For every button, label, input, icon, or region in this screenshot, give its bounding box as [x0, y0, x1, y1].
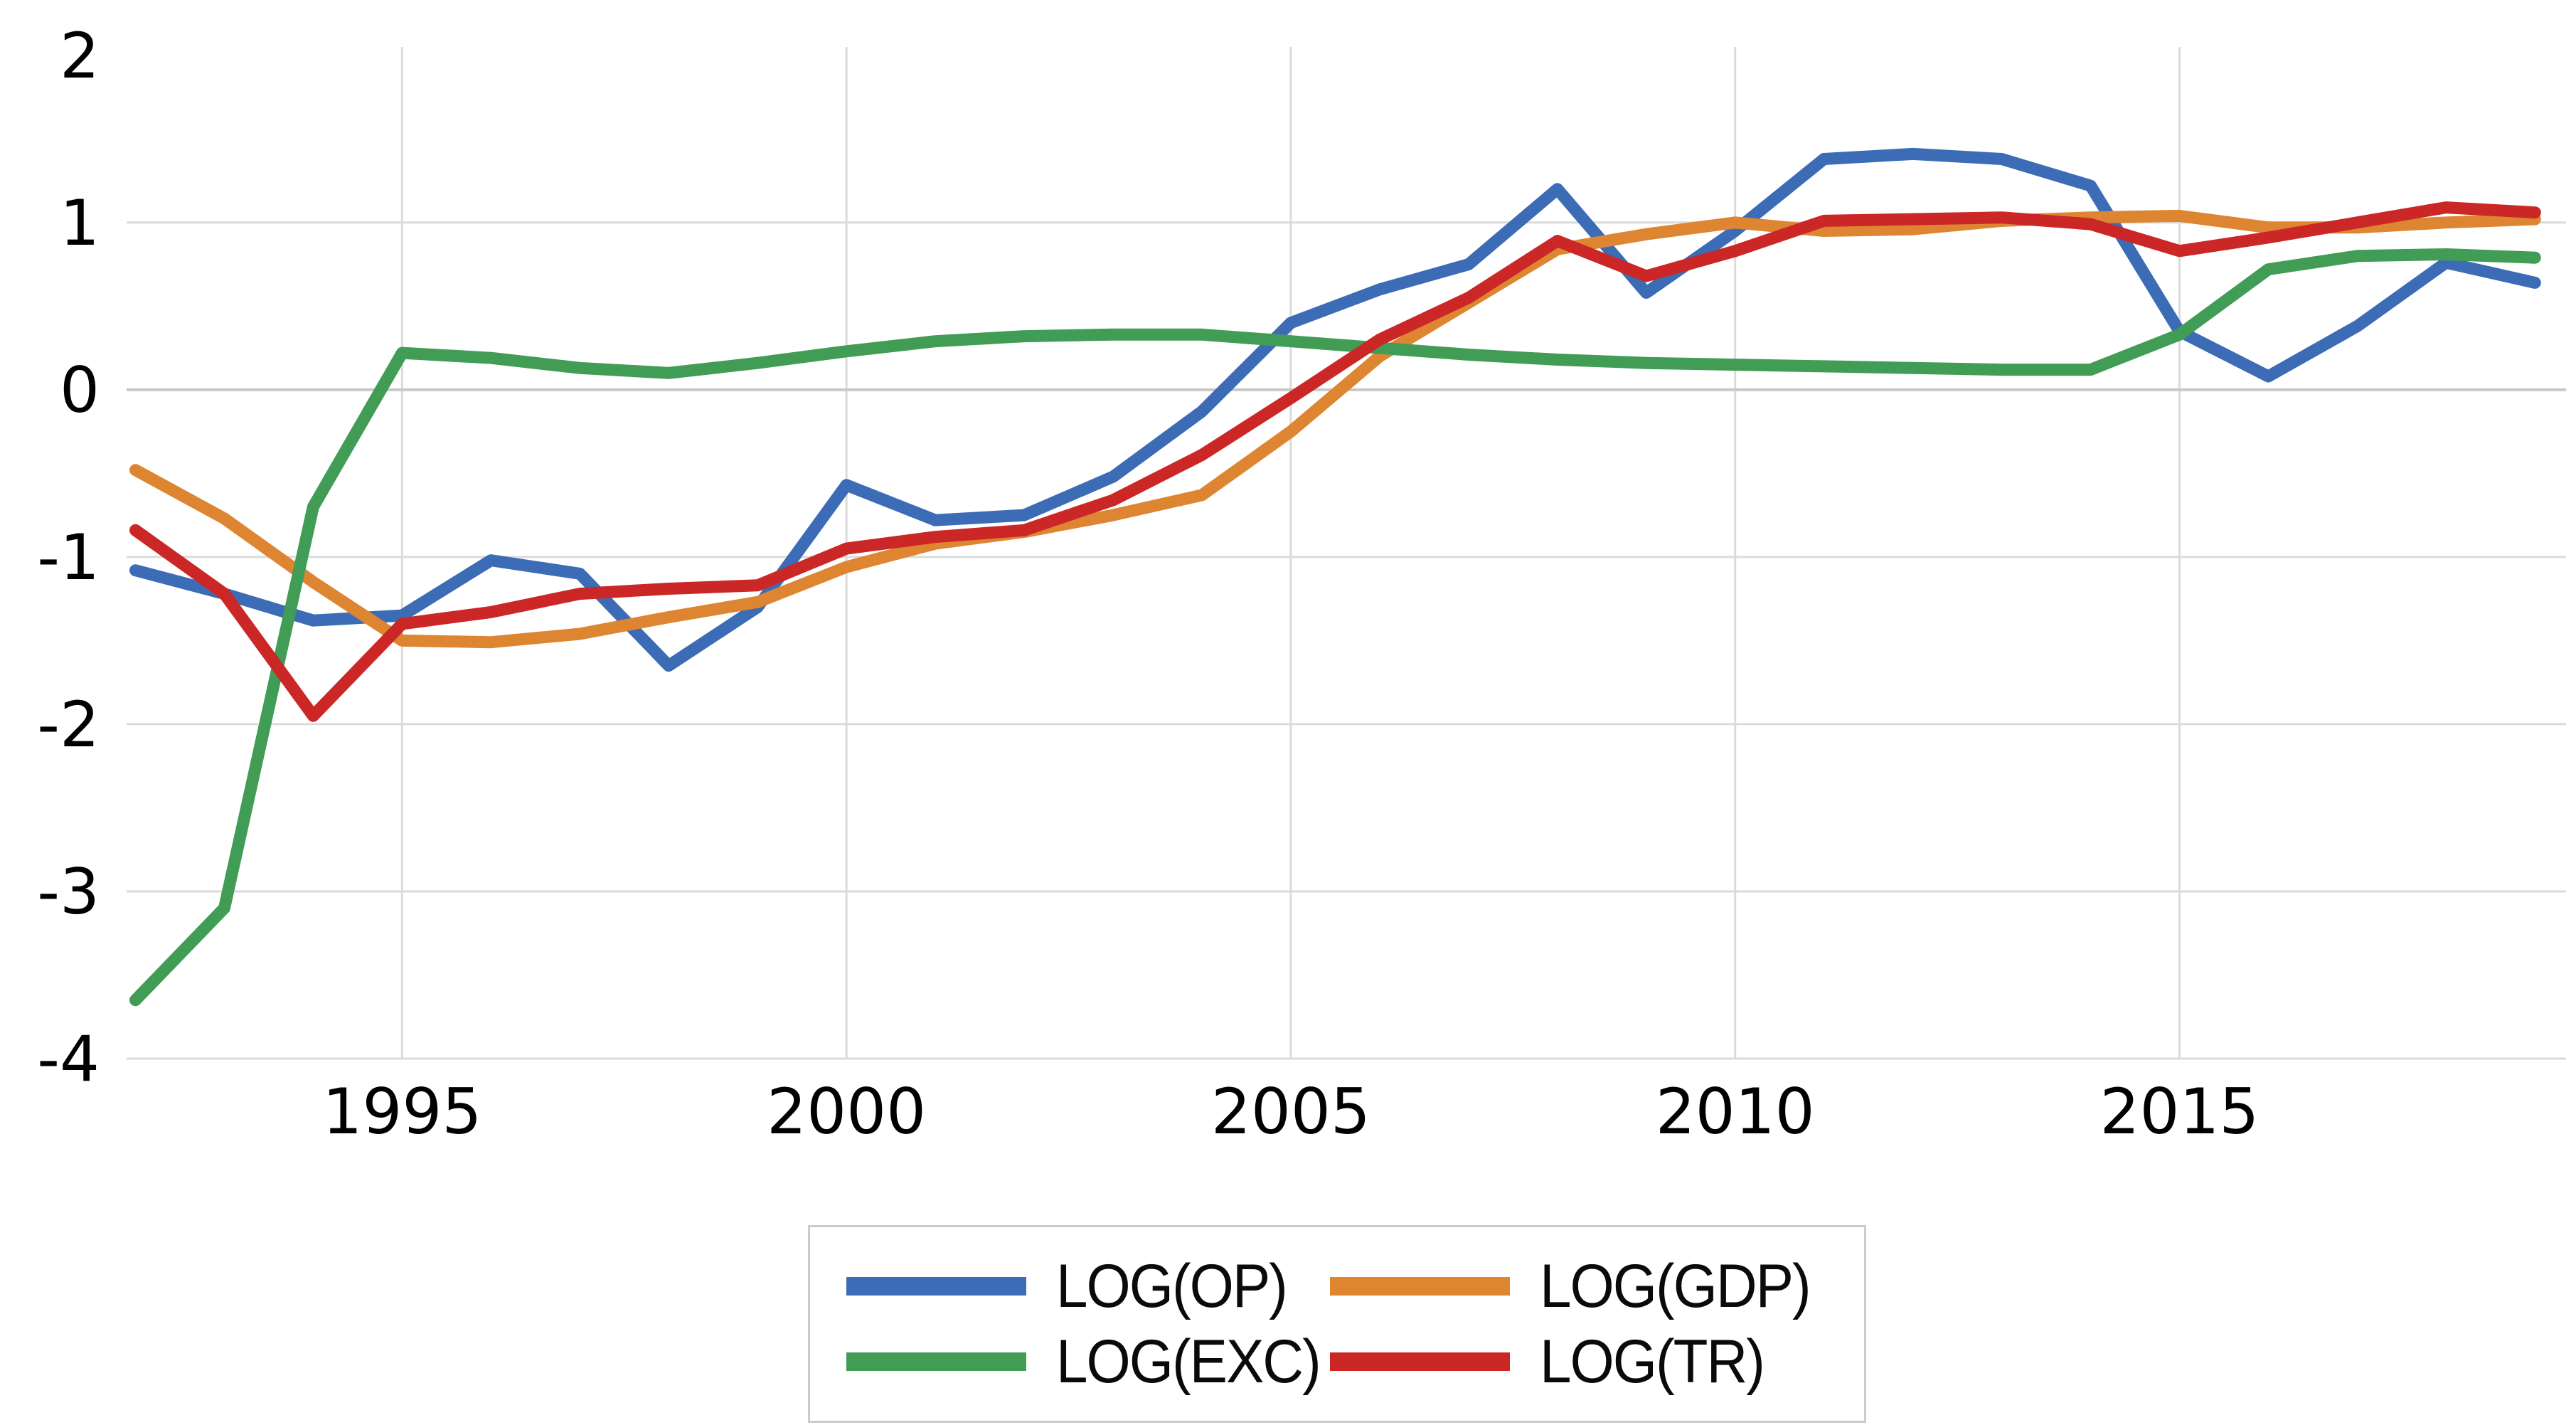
legend-item-log-op: LOG(OP) [846, 1251, 1302, 1320]
legend-swatch-log-tr [1330, 1352, 1510, 1371]
legend-label-log-gdp: LOG(GDP) [1540, 1251, 1811, 1320]
y-axis-labels: 2 1 0 -1 -2 -3 -4 [37, 19, 100, 1096]
legend-item-log-gdp: LOG(GDP) [1330, 1251, 1828, 1320]
legend-label-log-op: LOG(OP) [1056, 1251, 1288, 1320]
y-tick-label--1: -1 [37, 521, 100, 594]
legend-item-log-exc: LOG(EXC) [846, 1330, 1321, 1392]
x-tick-label-2010: 2010 [1656, 1075, 1815, 1148]
series-line-log-exc [129, 248, 2541, 1007]
legend-item-log-tr: LOG(TR) [1330, 1327, 1828, 1396]
y-tick-label-1: 1 [60, 186, 100, 260]
series-line-log-tr [129, 201, 2541, 722]
y-tick-label-0: 0 [60, 354, 100, 427]
legend-label-log-exc: LOG(EXC) [1056, 1327, 1321, 1396]
y-tick-label--2: -2 [37, 688, 100, 761]
y-tick-label--4: -4 [37, 1022, 100, 1096]
x-tick-label-2015: 2015 [2099, 1075, 2259, 1148]
series-line-log-gdp [129, 209, 2541, 649]
x-tick-label-1995: 1995 [322, 1075, 481, 1148]
legend: LOG(OP) LOG(GDP) LOG(EXC) LOG(TR) [808, 1225, 1866, 1423]
legend-swatch-log-op [846, 1277, 1026, 1296]
series-line-log-op [129, 147, 2541, 672]
legend-swatch-log-exc [846, 1352, 1026, 1371]
y-tick-label-2: 2 [60, 19, 100, 92]
x-tick-label-2000: 2000 [767, 1075, 926, 1148]
gridlines-vertical [400, 47, 2181, 1059]
legend-swatch-log-gdp [1330, 1277, 1510, 1296]
x-axis-labels: 1995 2000 2005 2010 2015 [322, 1075, 2259, 1148]
legend-label-log-tr: LOG(TR) [1540, 1327, 1765, 1396]
y-tick-label--3: -3 [37, 855, 100, 928]
x-tick-label-2005: 2005 [1211, 1075, 1371, 1148]
series-lines [129, 147, 2541, 1007]
